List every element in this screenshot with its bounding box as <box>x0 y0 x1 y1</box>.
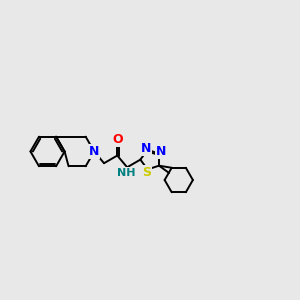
Text: S: S <box>142 166 152 179</box>
Text: N: N <box>141 142 151 154</box>
Text: N: N <box>89 145 99 158</box>
Text: O: O <box>112 134 123 146</box>
Text: NH: NH <box>117 168 136 178</box>
Text: N: N <box>156 145 166 158</box>
